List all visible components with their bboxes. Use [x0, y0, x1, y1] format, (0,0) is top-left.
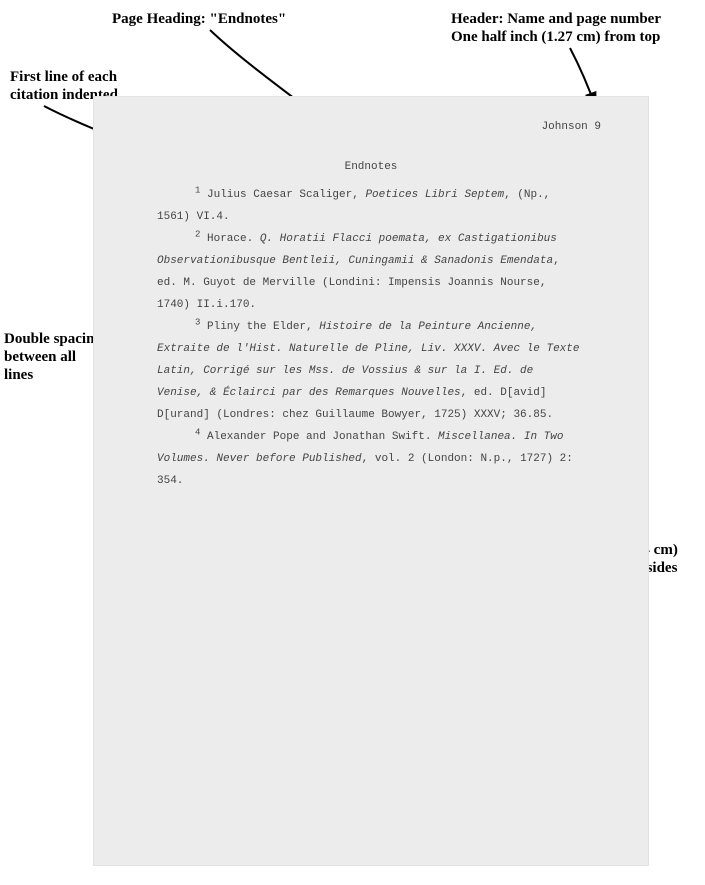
annotation-page-heading: Page Heading: "Endnotes": [112, 10, 286, 29]
annotation-header-l1: Header: Name and page number: [451, 10, 661, 29]
endnote-4: 4 Alexander Pope and Jonathan Swift. Mis…: [157, 426, 585, 492]
annotation-header-l2: One half inch (1.27 cm) from top: [451, 28, 660, 47]
annotation-indent-l1: First line of each: [10, 68, 117, 87]
document-page: Johnson 9 Endnotes 1 Julius Caesar Scali…: [93, 96, 649, 866]
endnote-1: 1 Julius Caesar Scaliger, Poetices Libri…: [157, 184, 585, 228]
annotation-spacing-l1: Double spacing: [4, 330, 102, 349]
annotation-spacing-l3: lines: [4, 366, 33, 385]
endnote-2-pre: Horace.: [200, 233, 259, 245]
endnote-2: 2 Horace. Q. Horatii Flacci poemata, ex …: [157, 228, 585, 316]
endnote-3: 3 Pliny the Elder, Histoire de la Peintu…: [157, 316, 585, 426]
annotation-spacing-l2: between all: [4, 348, 76, 367]
running-header: Johnson 9: [157, 116, 601, 138]
endnote-1-pre: Julius Caesar Scaliger,: [200, 189, 365, 201]
endnote-3-pre: Pliny the Elder,: [200, 321, 319, 333]
page-title: Endnotes: [157, 156, 585, 178]
endnote-1-title: Poetices Libri Septem: [365, 189, 504, 201]
endnote-4-pre: Alexander Pope and Jonathan Swift.: [200, 431, 438, 443]
